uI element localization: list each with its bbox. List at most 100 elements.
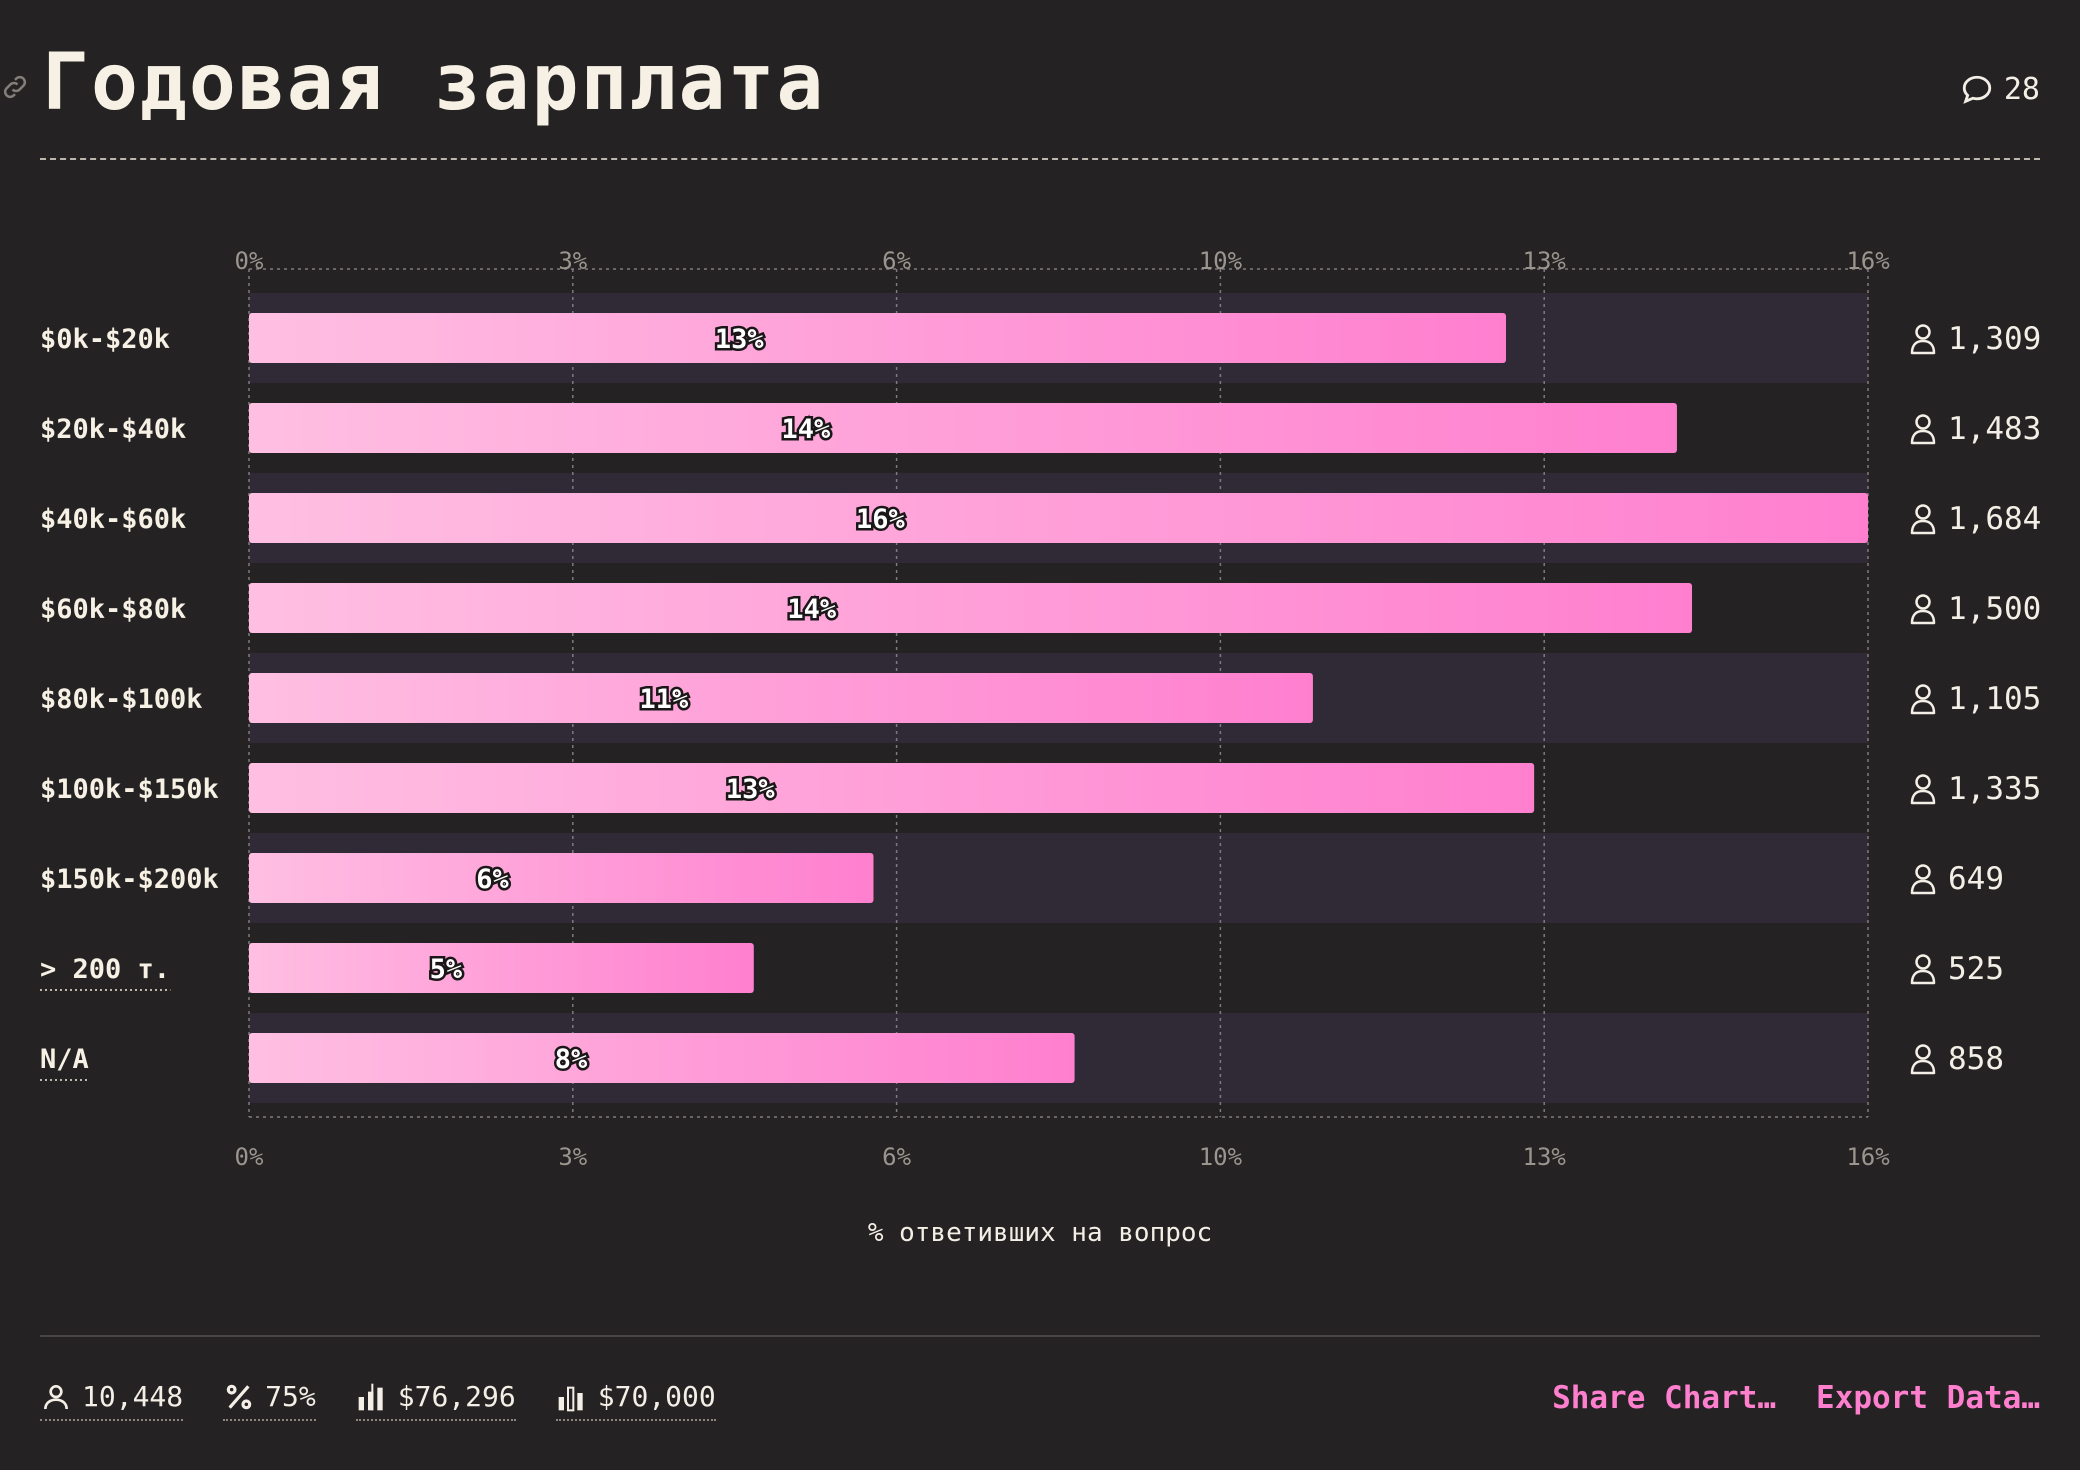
comment-icon [1962,75,1992,104]
export-data-button[interactable]: Export Data… [1816,1380,2040,1416]
bar-value-label: 14% [787,594,837,625]
bar[interactable] [249,583,1693,633]
user-icon [1910,954,1936,985]
mean-stat[interactable]: $76,296 [355,1380,516,1421]
bar[interactable] [249,943,754,993]
bar[interactable] [249,763,1535,813]
user-icon-body [1910,609,1936,625]
median-stat[interactable]: $70,000 [555,1380,716,1421]
bar[interactable] [249,493,1868,543]
user-icon-head [1915,414,1931,430]
user-icon-head [1915,684,1931,700]
category-label[interactable]: $0k-$20k [40,324,170,355]
respondent-count: 649 [1948,861,2004,897]
x-tick-label-bottom: 10% [1199,1143,1243,1171]
user-icon [1910,414,1936,445]
page-title: Годовая зарплата [42,38,826,128]
bar-chart: 0% 0% 3% 3% 6% 6% 10% 10% 13% 13% 16% 16% 13% $0k-$20… [40,247,2041,1171]
bar[interactable] [249,313,1506,363]
category-label[interactable]: $150k-$200k [40,864,219,895]
category-label-text: N/A [40,1044,89,1075]
x-tick-label-bottom: 0% [235,1143,264,1171]
user-icon-head [1915,954,1931,970]
respondent-count: 1,483 [1948,411,2041,447]
category-label-text: $60k-$80k [40,594,186,625]
user-icon-head [1915,594,1931,610]
bar[interactable] [249,853,874,903]
bar-value-label: 5% [430,954,463,985]
category-label[interactable]: $100k-$150k [40,774,219,805]
x-tick-label-top: 10% [1199,247,1243,275]
category-label-text: > 200 т. [40,954,170,985]
user-icon [1910,864,1936,895]
x-tick-label-top: 0% [235,247,264,275]
bar[interactable] [249,403,1677,453]
user-icon-body [1910,879,1936,895]
x-tick-label-bottom: 13% [1523,1143,1567,1171]
bar-value-label: 8% [555,1044,588,1075]
x-tick-label-top: 13% [1523,247,1567,275]
category-label-text: $150k-$200k [40,864,219,895]
category-label-text: $20k-$40k [40,414,186,445]
category-label[interactable]: $80k-$100k [40,684,203,715]
footer-divider [40,1335,2040,1337]
bar[interactable] [249,1033,1075,1083]
user-icon-head [1915,1044,1931,1060]
respondent-count: 1,500 [1948,591,2041,627]
user-icon-body [1910,1059,1936,1075]
stat-value: $76,296 [397,1380,516,1413]
category-label-text: $100k-$150k [40,774,219,805]
respondent-count: 1,105 [1948,681,2041,717]
x-axis-title: % ответивших на вопрос [867,1218,1213,1248]
respondent-count: 1,335 [1948,771,2041,807]
link-icon[interactable] [0,72,30,102]
user-icon [1910,1044,1936,1075]
bar-value-label: 16% [856,504,906,535]
category-label[interactable]: > 200 т. [40,954,171,991]
user-icon-head [1915,324,1931,340]
user-icon-body [1910,789,1936,805]
user-icon-body [1910,519,1936,535]
category-label-text: $0k-$20k [40,324,170,355]
category-label-text: $40k-$60k [40,504,186,535]
user-icon-body [1910,969,1936,985]
category-label[interactable]: N/A [40,1044,89,1081]
response-rate-stat[interactable]: 75% [223,1380,316,1421]
x-tick-label-bottom: 16% [1846,1143,1890,1171]
x-tick-label-bottom: 6% [882,1143,911,1171]
user-icon-body [1910,699,1936,715]
user-icon [1910,504,1936,535]
x-tick-label-top: 3% [558,247,587,275]
user-icon [1910,324,1936,355]
x-tick-label-bottom: 3% [558,1143,587,1171]
bar-value-label: 14% [782,414,832,445]
bar-value-label: 13% [715,324,765,355]
user-icon [1910,594,1936,625]
category-label-text: $80k-$100k [40,684,203,715]
bar-value-label: 13% [726,774,776,805]
chart-header: Годовая зарплата 28 [3,30,2040,160]
stat-value: 10,448 [82,1380,184,1413]
user-icon-head [1915,774,1931,790]
user-icon-body [1910,429,1936,445]
stat-value: 75% [265,1380,316,1413]
user-icon-head [1915,504,1931,520]
share-chart-button[interactable]: Share Chart… [1552,1380,1777,1416]
comments-button[interactable]: 28 [1960,72,2040,107]
x-tick-label-top: 6% [882,247,911,275]
bar[interactable] [249,673,1313,723]
x-tick-label-top: 16% [1846,247,1890,275]
respondent-count: 858 [1948,1041,2004,1077]
user-icon-body [1910,339,1936,355]
category-label[interactable]: $20k-$40k [40,414,186,445]
respondent-count: 1,309 [1948,321,2041,357]
comment-count: 28 [2003,72,2040,107]
category-label[interactable]: $40k-$60k [40,504,186,535]
chart-footer: 10,448 75% $76,296 $70,000 Share Chart… … [40,1380,2040,1440]
mean-icon [358,1383,383,1410]
bar-value-label: 6% [476,864,509,895]
category-label[interactable]: $60k-$80k [40,594,186,625]
respondent-count: 525 [1948,951,2004,987]
respondent-count: 1,684 [1948,501,2041,537]
total-respondents-stat[interactable]: 10,448 [40,1380,184,1421]
